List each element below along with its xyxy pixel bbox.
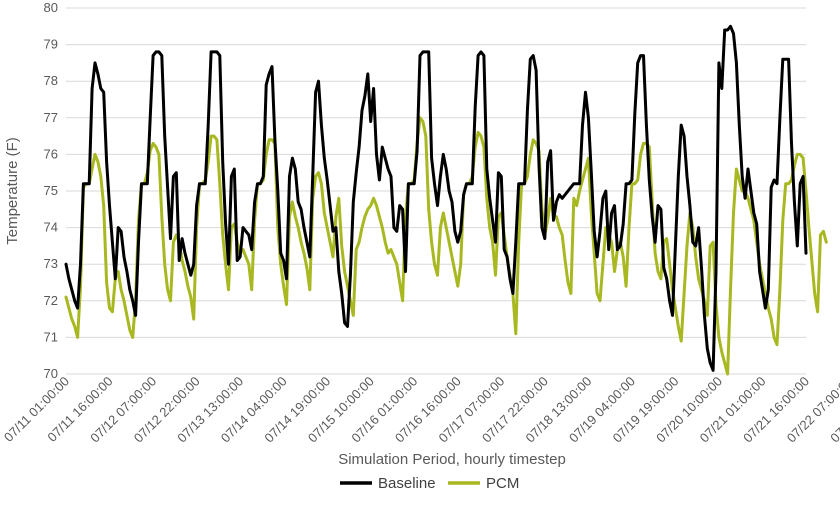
series-line-pcm	[64, 116, 828, 376]
y-tick-labels: 70 71 72 73 74 75 76 77 78 79 80	[44, 0, 58, 381]
y-tick-label: 77	[44, 110, 58, 125]
y-tick-label: 78	[44, 73, 58, 88]
y-tick-label: 72	[44, 293, 58, 308]
legend-label-baseline: Baseline	[378, 475, 436, 492]
series-lines	[64, 24, 828, 376]
y-tick-label: 79	[44, 37, 58, 52]
legend: Baseline PCM	[340, 475, 519, 492]
legend-label-pcm: PCM	[486, 475, 519, 492]
y-tick-label: 73	[44, 256, 58, 271]
y-tick-label: 71	[44, 329, 58, 344]
y-tick-label: 80	[44, 0, 58, 15]
series-line-baseline	[64, 24, 808, 372]
x-axis-title: Simulation Period, hourly timestep	[338, 451, 566, 468]
y-tick-label: 75	[44, 183, 58, 198]
y-axis-title: Temperature (F)	[4, 137, 21, 245]
y-tick-label: 74	[44, 220, 58, 235]
y-tick-label: 76	[44, 146, 58, 161]
y-tick-label: 70	[44, 366, 58, 381]
